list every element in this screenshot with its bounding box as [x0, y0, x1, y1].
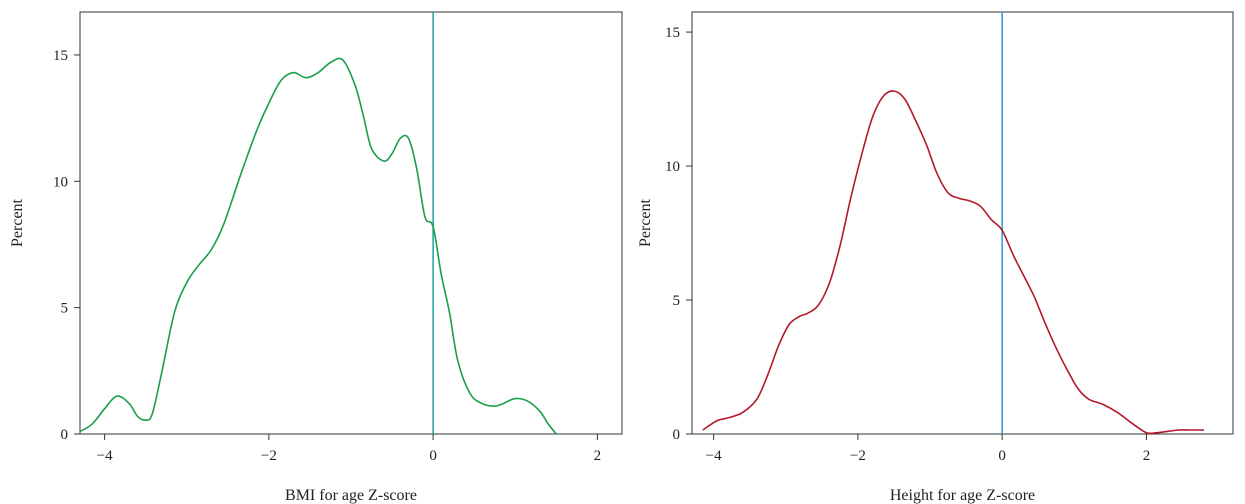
bmi-x-tick-label: −2 [261, 448, 277, 464]
height-y-axis-title: Percent [637, 198, 654, 247]
bmi-x-axis-title: BMI for age Z-score [285, 487, 417, 504]
bmi-plot-frame [79, 11, 623, 435]
bmi-y-tick-label: 5 [61, 301, 69, 317]
height-y-tick-label: 15 [665, 25, 680, 41]
bmi-x-tick-label: 2 [594, 448, 602, 464]
bmi-y-axis-title: Percent [9, 198, 26, 247]
height-x-axis-title: Height for age Z-score [890, 487, 1035, 504]
bmi-x-tick-label: 0 [429, 448, 437, 464]
height-x-tick-label: 2 [1143, 448, 1151, 464]
panel-bmi: −4 −2 0 2 0 5 10 15 BMI for age Z-score Percent [9, 11, 623, 504]
bmi-y-tick-label: 10 [53, 174, 68, 190]
height-x-tick-label: −4 [706, 448, 722, 464]
height-density-line [702, 90, 1205, 435]
bmi-y-tick-label: 15 [53, 48, 68, 64]
bmi-y-tick-label: 0 [61, 427, 69, 443]
height-y-tick-label: 0 [673, 427, 681, 443]
height-x-tick-label: −2 [850, 448, 866, 464]
panel-height: −4 −2 0 2 0 5 10 15 Height for age Z-score Percen… [637, 11, 1234, 504]
bmi-x-tick-label: −4 [97, 448, 113, 464]
height-plot-frame [691, 11, 1234, 435]
height-y-tick-label: 10 [665, 159, 680, 175]
height-x-tick-label: 0 [998, 448, 1006, 464]
height-y-tick-label: 5 [673, 293, 681, 309]
bmi-density-line [79, 57, 557, 435]
